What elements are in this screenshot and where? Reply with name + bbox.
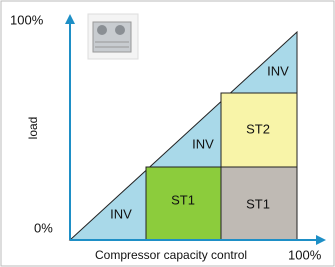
region-label: ST1 [171, 192, 195, 207]
compressor-icon [88, 14, 138, 59]
region-label: ST2 [246, 121, 270, 136]
y-bottom-label: 0% [34, 220, 53, 235]
region-label: INV [267, 63, 289, 78]
diagram: 100% 0% load Compressor capacity control… [0, 0, 335, 267]
y-top-label: 100% [10, 12, 44, 27]
page: {"axes": {"y_top": "100%", "y_bottom": "… [0, 0, 335, 267]
region-label: INV [192, 136, 214, 151]
region-label: INV [110, 206, 132, 221]
x-right-label: 100% [288, 247, 322, 262]
region-label: ST1 [246, 196, 270, 211]
x-axis-label: Compressor capacity control [95, 248, 247, 262]
y-axis-label: load [26, 117, 40, 140]
